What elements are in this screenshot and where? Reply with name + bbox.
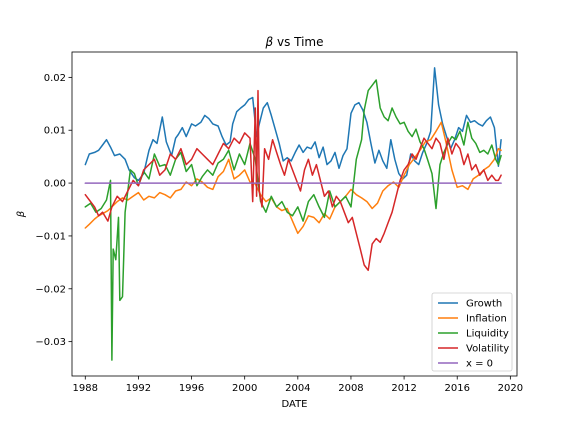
x-axis: 1988 1992 1996 2000 2004 2008 2012 2016 2020 [73, 376, 523, 394]
y-axis: −0.03 −0.02 −0.01 0.00 0.01 0.02 [35, 73, 72, 348]
legend-label: Liquidity [466, 329, 509, 340]
y-tick-label: 0.00 [44, 179, 66, 190]
x-tick-label: 2016 [444, 383, 469, 394]
legend-label: Volatility [466, 344, 509, 355]
legend-box [431, 292, 513, 372]
x-tick-label: 2004 [285, 383, 310, 394]
y-tick-label: −0.01 [35, 231, 66, 242]
series-line-2 [84, 79, 502, 361]
legend-label: Growth [466, 299, 502, 310]
chart-title-beta: β [264, 35, 273, 49]
legend-label: Inflation [466, 314, 507, 325]
x-tick-label: 2020 [498, 383, 523, 394]
x-tick-label: 1996 [179, 383, 204, 394]
x-axis-label: DATE [281, 399, 307, 410]
x-tick-label: 2000 [232, 383, 257, 394]
legend-label: x = 0 [466, 359, 493, 370]
y-tick-label: −0.02 [35, 284, 66, 295]
series-line-3 [84, 89, 502, 272]
x-tick-label: 2012 [391, 383, 416, 394]
plot-frame [71, 51, 518, 377]
y-axis-label: β [16, 210, 27, 218]
chart-title-text: vs Time [273, 35, 323, 49]
x-tick-label: 1988 [73, 383, 98, 394]
x-tick-label: 1992 [126, 383, 151, 394]
series-line-0 [84, 67, 502, 182]
series-line-1 [84, 121, 502, 235]
x-tick-label: 2008 [338, 383, 363, 394]
chart-title: β vs Time [264, 35, 323, 49]
y-tick-label: −0.03 [35, 337, 66, 348]
legend: Growth Inflation Liquidity Volatility x = 0 [431, 292, 513, 372]
y-tick-label: 0.01 [44, 126, 66, 137]
plot-lines [84, 67, 502, 361]
y-tick-label: 0.02 [44, 73, 66, 84]
